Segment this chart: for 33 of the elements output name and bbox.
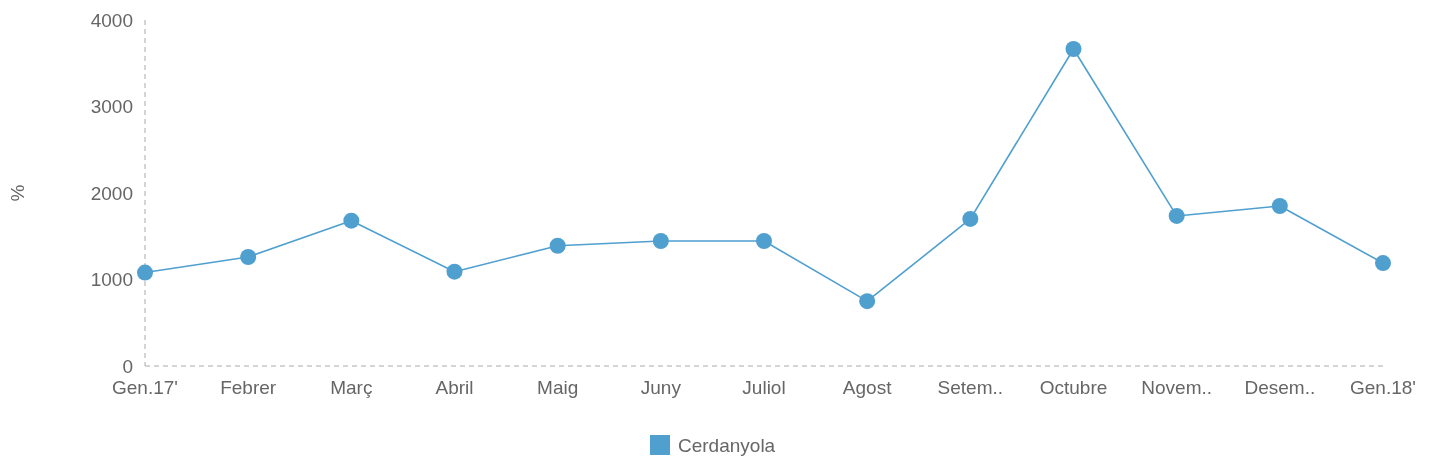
x-tick-label: Març	[330, 377, 373, 398]
point	[859, 293, 876, 310]
x-tick-label: Abril	[435, 377, 474, 398]
legend-label: Cerdanyola	[678, 434, 776, 456]
point	[962, 210, 979, 227]
x-tick-label: Gen.17'	[112, 377, 178, 398]
point	[652, 233, 669, 250]
y-tick-label: 3000	[90, 96, 133, 118]
point	[240, 249, 257, 266]
point	[343, 212, 360, 229]
x-tick-label: Novem..	[1141, 377, 1213, 398]
x-tick-label: Desem..	[1244, 377, 1316, 398]
x-tick-label: Juny	[640, 377, 682, 398]
x-tick-label: Febrer	[220, 377, 277, 398]
y-tick-label: 2000	[90, 182, 133, 204]
point	[1375, 255, 1391, 272]
y-tick-label: 4000	[90, 9, 133, 31]
x-tick-label: Gen.18'	[1350, 377, 1416, 398]
point	[756, 233, 772, 250]
point	[446, 263, 463, 280]
x-tick-label: Octubre	[1039, 377, 1108, 398]
y-tick-label: 0	[122, 355, 133, 377]
point	[1168, 207, 1185, 224]
x-tick-label: Juliol	[742, 377, 786, 398]
y-tick-label: 1000	[90, 269, 133, 291]
y-axis-title: %	[7, 184, 28, 202]
point	[1271, 197, 1288, 214]
x-tick-label: Maig	[537, 377, 579, 398]
point	[1065, 40, 1082, 57]
point	[549, 237, 566, 254]
point	[137, 264, 153, 281]
x-tick-label: Setem..	[937, 377, 1004, 398]
x-tick-label: Agost	[842, 377, 893, 398]
